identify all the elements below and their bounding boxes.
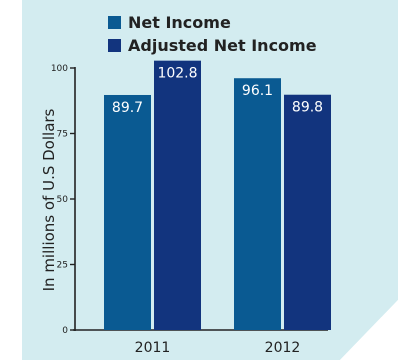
- legend-swatch-net-income: [108, 16, 121, 29]
- y-tick-label: 100: [51, 64, 68, 74]
- y-tick-label: 50: [57, 195, 69, 205]
- x-tick-label: 2011: [135, 340, 171, 356]
- y-tick-label: 25: [57, 261, 68, 271]
- y-axis-title: In millions of U.S Dollars: [40, 108, 58, 291]
- x-tick-labels: 2011 2012: [135, 340, 301, 356]
- folded-corner: [340, 300, 398, 360]
- bar-value-label-net-income-2012: 96.1: [242, 83, 273, 99]
- bar-adjusted-net-income-2011: [154, 60, 201, 330]
- legend-label-adjusted-net-income: Adjusted Net Income: [128, 36, 317, 55]
- legend-swatch-adjusted-net-income: [108, 39, 121, 52]
- x-tick-label: 2012: [265, 340, 301, 356]
- y-tick-label: 75: [57, 130, 68, 140]
- legend: Net Income Adjusted Net Income: [108, 13, 317, 55]
- bars: 89.7 102.8 96.1 89.8: [104, 60, 331, 331]
- y-ticks: 0 25 50 75 100: [51, 64, 75, 336]
- y-tick-label: 0: [62, 326, 68, 336]
- bar-value-label-adjusted-net-income-2011: 102.8: [157, 66, 197, 82]
- bar-net-income-2012: [234, 78, 281, 330]
- bar-value-label-net-income-2011: 89.7: [112, 100, 143, 116]
- legend-label-net-income: Net Income: [128, 13, 231, 32]
- bar-adjusted-net-income-2012: [284, 94, 331, 330]
- bar-net-income-2011: [104, 94, 151, 331]
- bar-value-label-adjusted-net-income-2012: 89.8: [292, 100, 323, 116]
